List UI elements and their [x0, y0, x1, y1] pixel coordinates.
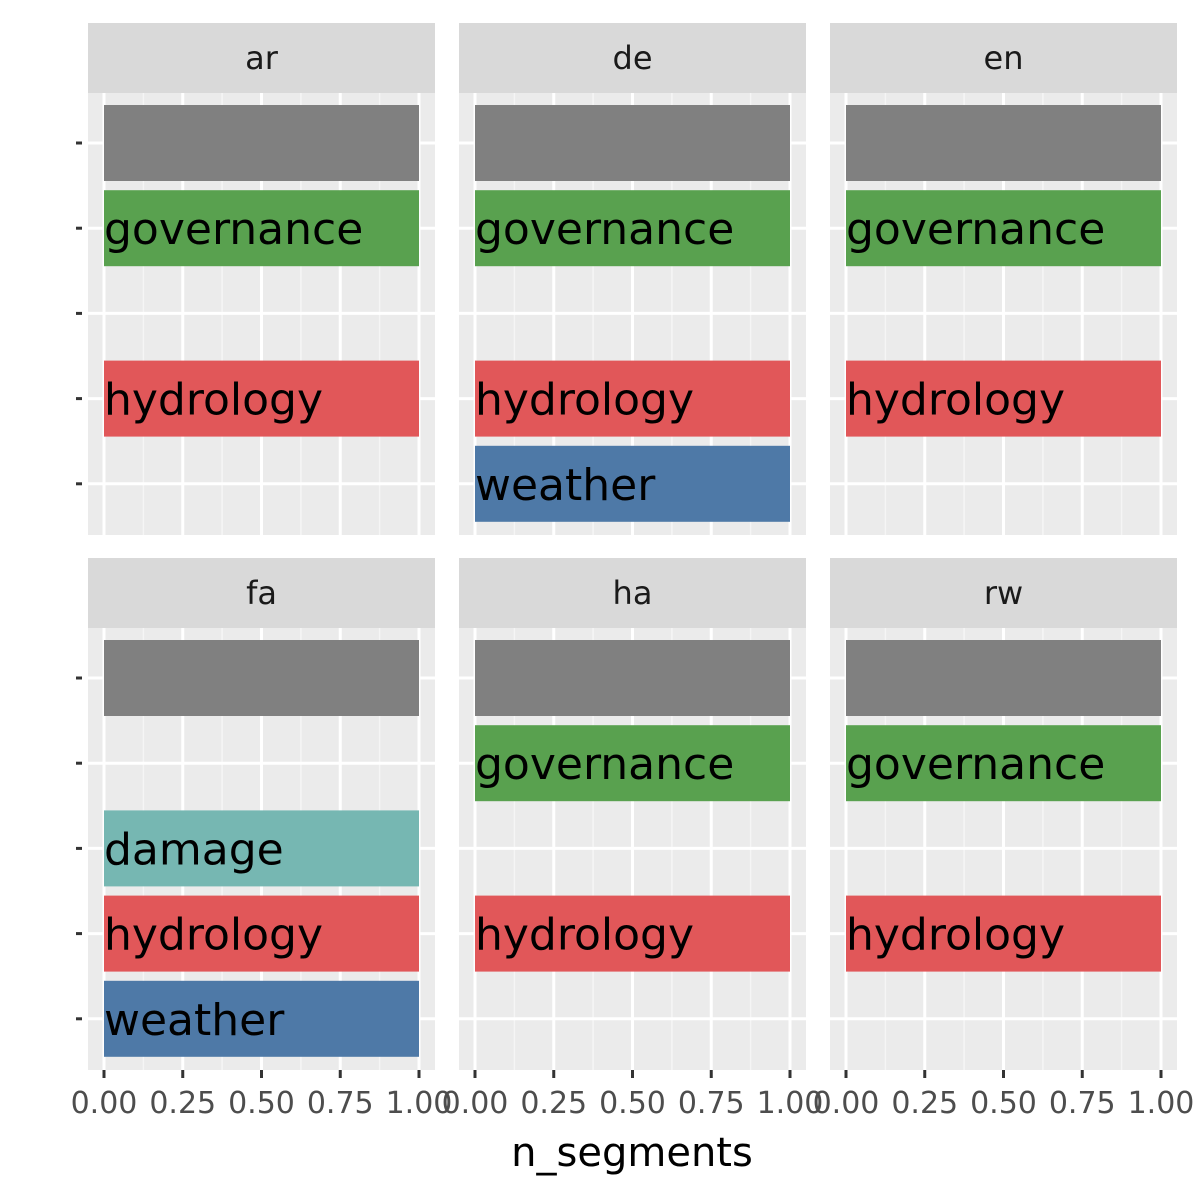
bar [475, 895, 790, 972]
bar-label: hydrology [104, 910, 323, 961]
facet-label: ha [613, 574, 653, 612]
bar-label: governance [475, 739, 734, 790]
x-axis-title: n_segments [511, 1130, 753, 1176]
bar [104, 980, 419, 1057]
x-tick-label: 1.00 [386, 1086, 453, 1121]
bar [475, 190, 790, 267]
facet-label: ar [245, 39, 279, 77]
bar-label: governance [104, 204, 363, 255]
bar-label: hydrology [846, 910, 1065, 961]
x-tick-label: 0.75 [1049, 1086, 1116, 1121]
x-tick-label: 1.00 [757, 1086, 824, 1121]
bar [846, 895, 1161, 972]
x-tick-label: 0.25 [149, 1086, 216, 1121]
x-tick-label: 0.75 [678, 1086, 745, 1121]
facet-strip [459, 23, 806, 93]
bar [475, 725, 790, 802]
facet-label: de [613, 39, 653, 77]
facet-label: rw [984, 574, 1023, 612]
bar-label: governance [475, 204, 734, 255]
bar [104, 105, 419, 181]
bar [846, 105, 1161, 181]
facet-strip [459, 558, 806, 628]
facet-strip [88, 23, 435, 93]
x-tick-label: 0.50 [599, 1086, 666, 1121]
bar [475, 360, 790, 437]
x-tick-label: 0.00 [71, 1086, 138, 1121]
bar [104, 640, 419, 716]
bar [846, 640, 1161, 716]
bar [104, 360, 419, 437]
bar [846, 190, 1161, 267]
facet-strip [830, 558, 1177, 628]
x-tick-label: 0.50 [228, 1086, 295, 1121]
bar [104, 895, 419, 972]
facet-strip [830, 23, 1177, 93]
bar-label: hydrology [846, 375, 1065, 426]
bar [846, 360, 1161, 437]
bar [475, 640, 790, 716]
x-tick-label: 0.50 [970, 1086, 1037, 1121]
x-tick-label: 0.75 [307, 1086, 374, 1121]
bar-label: weather [104, 995, 285, 1046]
x-tick-label: 0.00 [442, 1086, 509, 1121]
bar-label: weather [475, 460, 656, 511]
bar-label: hydrology [475, 910, 694, 961]
bar-label: governance [846, 204, 1105, 255]
bar-label: damage [104, 824, 284, 875]
x-tick-label: 1.00 [1128, 1086, 1195, 1121]
x-tick-label: 0.25 [891, 1086, 958, 1121]
facet-label: fa [246, 574, 277, 612]
x-tick-label: 0.25 [520, 1086, 587, 1121]
facet-strip [88, 558, 435, 628]
bar-label: governance [846, 739, 1105, 790]
bar [104, 810, 419, 887]
facet-label: en [984, 39, 1024, 77]
bar-label: hydrology [104, 375, 323, 426]
bar-label: hydrology [475, 375, 694, 426]
bar [475, 445, 790, 522]
x-tick-label: 0.00 [813, 1086, 880, 1121]
bar [475, 105, 790, 181]
bar [846, 725, 1161, 802]
bar [104, 190, 419, 267]
